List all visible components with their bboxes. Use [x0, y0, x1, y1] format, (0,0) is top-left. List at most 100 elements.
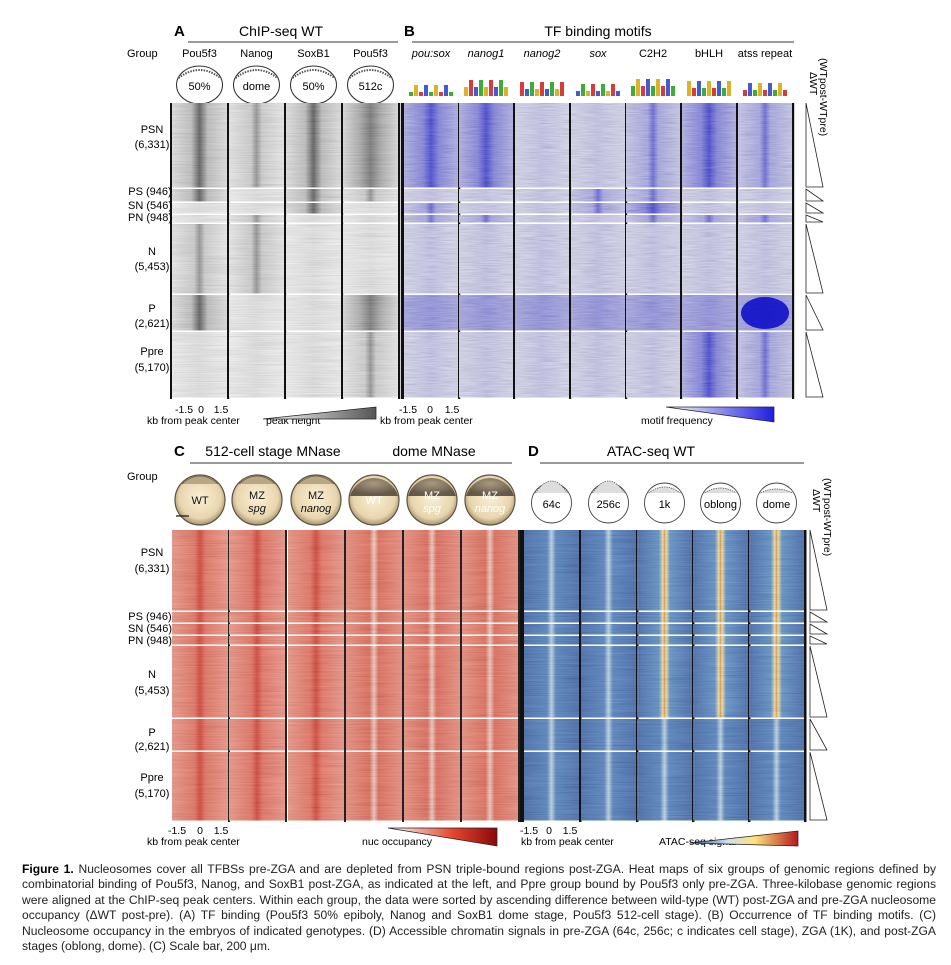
mnase-heatmap-texture	[346, 752, 402, 821]
motif-heatmap-texture	[682, 203, 736, 214]
embryo-genotype-allele: spg	[248, 503, 267, 515]
motif-logo-letter	[469, 80, 473, 96]
mnase-heatmap-texture	[404, 636, 460, 645]
group-label-inline: SN (546)	[128, 200, 172, 212]
motif-logo-letter	[576, 91, 580, 96]
figure-caption-text: Nucleosomes cover all TFBSs pre-ZGA and …	[22, 862, 936, 954]
motif-heatmap-texture	[515, 224, 569, 294]
column-divider	[792, 103, 795, 399]
group-count: (2,621)	[135, 318, 170, 330]
panel-d-embryos: 64c 256c 1k oblong dome	[531, 480, 797, 524]
motif-heatmap-texture	[515, 203, 569, 214]
column-divider	[520, 530, 524, 822]
motif-logo-letter	[778, 83, 782, 96]
motif-logo-letter	[596, 91, 600, 96]
embryo-photo	[174, 474, 226, 526]
embryo-blastoderm	[238, 475, 276, 485]
mnase-heatmap-texture	[288, 612, 344, 623]
chip-heatmap-texture	[172, 189, 227, 202]
chip-heatmap-texture	[286, 332, 341, 398]
motif-logo-letter	[616, 91, 620, 96]
stage-embryo-cells	[648, 486, 681, 494]
motif-heatmap-texture	[626, 215, 680, 223]
motif-logo-letter	[722, 88, 726, 96]
chip-column-stage: 50%	[188, 81, 210, 93]
panel-a-axis-label: kb from peak center	[147, 415, 240, 427]
atac-heatmap-texture	[524, 636, 579, 645]
delta-triangle	[805, 331, 824, 398]
motif-heatmap-texture	[404, 103, 458, 188]
delta-triangle	[809, 645, 828, 718]
mnase-heatmap-texture	[404, 624, 460, 635]
motif-logo-letter	[692, 88, 696, 96]
atac-heatmap-texture	[693, 719, 748, 751]
panel-d-header: D ATAC-seq WT	[528, 443, 804, 464]
panel-b-scale-label: motif frequency	[641, 415, 714, 427]
embryo-cap	[234, 69, 279, 79]
panel-b-axis-label: kb from peak center	[380, 415, 473, 427]
chip-heatmap-texture	[343, 103, 398, 188]
motif-heatmap-texture	[459, 203, 513, 214]
panel-a-header: A ChIP-seq WT	[174, 23, 398, 43]
embryo-genotype: MZ	[249, 490, 265, 502]
top-delta-triangles	[805, 102, 825, 398]
motif-logo-letter	[449, 92, 453, 96]
embryo-genotype: MZ	[308, 490, 324, 502]
top-group-labels: PSN (6,331) PS (946) SN (546)PN (948) N (5,45…	[128, 124, 172, 374]
motif-column-name: C2H2	[639, 48, 667, 60]
mnase-heatmap-texture	[288, 646, 344, 718]
motif-heatmap-texture	[682, 103, 736, 188]
motif-heatmap-texture	[515, 215, 569, 223]
column-divider	[513, 103, 516, 399]
panel-b-letter: B	[404, 23, 415, 40]
group-count: (5,170)	[135, 362, 170, 374]
panel-c-scale-bar	[387, 827, 498, 847]
motif-logo-letter	[631, 86, 635, 96]
group-count: (5,453)	[135, 685, 170, 697]
chip-heatmap-texture	[286, 189, 341, 202]
motif-logo-letter	[601, 84, 605, 96]
motif-logo-letter	[530, 82, 534, 96]
embryo-photo	[290, 474, 342, 526]
chip-heatmap-texture	[343, 215, 398, 223]
motif-logo-letter	[434, 85, 438, 96]
motif-logo-letter	[535, 89, 539, 96]
stage-embryo-cells	[592, 480, 625, 494]
atac-heatmap-texture	[637, 530, 692, 611]
atac-heatmap-texture	[749, 530, 804, 611]
atac-heatmap-texture	[693, 646, 748, 718]
delta-triangle	[809, 751, 828, 821]
embryo-blastoderm	[181, 475, 219, 485]
group-label: P	[148, 727, 155, 739]
panel-c-tick-1: -1.5	[168, 825, 186, 837]
atac-heatmap-texture	[749, 646, 804, 718]
embryo-cap	[291, 69, 336, 79]
motif-logo-letter	[717, 81, 721, 96]
chip-heatmap-texture	[172, 215, 227, 223]
panel-b-scale-bar	[665, 406, 775, 423]
motif-logo-letter	[656, 79, 660, 96]
chip-column-stage: 512c	[359, 81, 383, 93]
mnase-heatmap-texture	[346, 624, 402, 635]
motif-heatmap-texture	[571, 295, 625, 331]
chip-column-stage: 50%	[302, 81, 324, 93]
panel-d-tick-3: 1.5	[563, 825, 578, 837]
atac-heatmap-texture	[637, 646, 692, 718]
motif-logo-letter	[540, 82, 544, 96]
panel-a-title: ChIP-seq WT	[239, 23, 323, 39]
atac-heatmap-texture	[524, 646, 579, 718]
motif-heatmap-texture	[682, 189, 736, 202]
column-divider	[736, 103, 739, 399]
column-divider	[284, 103, 287, 399]
motif-heatmap-texture	[738, 189, 792, 202]
motif-logo-letter	[651, 86, 655, 96]
panel-c-tick-3: 1.5	[214, 825, 229, 837]
chip-heatmap-texture	[172, 295, 227, 331]
column-divider	[170, 103, 172, 399]
motif-logo-letter	[783, 90, 787, 96]
column-divider	[804, 530, 807, 822]
mnase-heatmap-texture	[172, 624, 228, 635]
chip-heatmap-texture	[172, 332, 227, 398]
motif-logo-letter	[606, 91, 610, 96]
mnase-heatmap-texture	[229, 636, 285, 645]
